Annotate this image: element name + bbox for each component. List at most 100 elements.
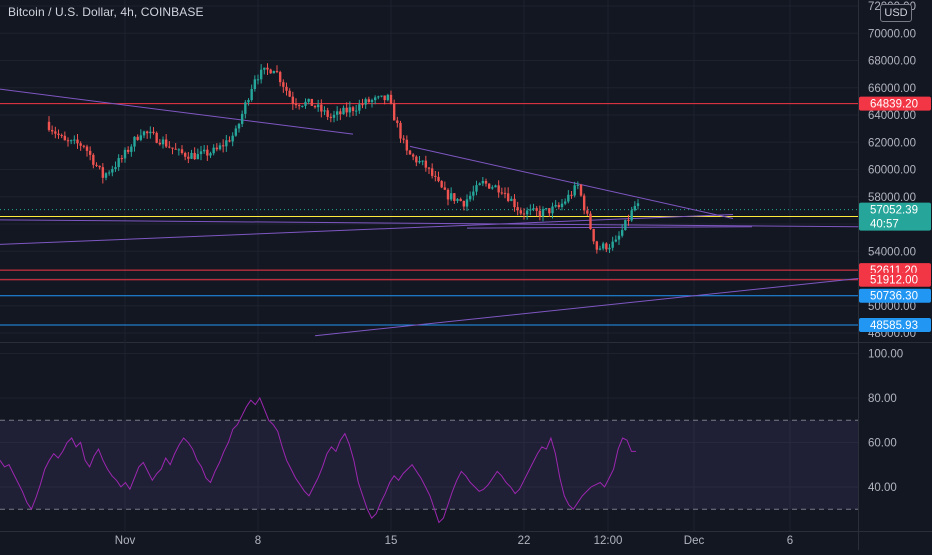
candle-up [478,183,481,186]
candle-up [468,195,472,200]
candle-down [164,139,168,147]
candle-up [608,247,611,250]
candle-down [434,175,437,177]
candle-up [114,167,117,170]
candle-down [187,156,190,159]
candle-down [453,193,456,201]
candle-up [225,140,228,147]
candle-down [484,180,488,184]
candle-up [472,191,475,196]
candle-down [361,104,364,106]
candle-up [231,135,234,142]
candle-up [373,97,377,101]
candle-down [326,110,329,117]
candle-up [332,114,336,118]
candle-down [174,148,177,150]
candle-up [272,71,276,74]
candle-down [221,145,225,147]
candle-down [570,194,573,196]
candle-down [155,132,158,143]
candle-down [503,192,507,194]
candle-down [180,149,184,153]
price-level-tag-bg [859,272,931,287]
candle-down [446,189,450,200]
candle-down [54,131,57,134]
candle-up [449,193,453,200]
candle-down [297,105,301,107]
rsi-tick-label: 60.00 [868,437,897,449]
candle-up [240,113,244,124]
trendlines [0,88,859,337]
candle-up [256,79,260,81]
candle-down [88,150,92,155]
candle-up [491,187,494,189]
candle-down [516,207,519,211]
candle-down [66,140,70,142]
candle-up [510,198,513,201]
candle-up [386,94,390,101]
candle-up [139,135,143,140]
candle-up [529,209,532,211]
candle-up [636,203,640,206]
candle-down [320,104,323,112]
rsi-pane-bg [0,345,858,531]
price-tick-label: 54000.00 [868,246,916,258]
candle-down [500,192,504,194]
candle-down [424,160,428,168]
candle-up [117,158,120,168]
candle-down [193,152,196,160]
candle-up [544,208,548,210]
candle-down [288,90,291,97]
candle-up [624,219,627,231]
candle-up [69,140,73,142]
price-axis: 72000.0070000.0068000.0066000.0064000.00… [868,1,916,340]
candle-down [98,165,101,168]
price-tick-label: 64000.00 [868,110,916,122]
candle-up [130,146,133,152]
currency-badge[interactable]: USD [880,4,912,22]
candle-up [161,139,165,145]
candle-up [465,199,469,207]
candle-up [196,154,200,160]
candle-down [383,95,386,101]
candle-down [120,158,124,160]
price-level-tag: 50736.30 [870,291,918,303]
candle-up [551,206,554,214]
price-tick-label: 66000.00 [868,83,916,95]
candle-down [278,71,282,83]
candle-down [339,111,342,115]
candle-down [405,139,409,151]
trendline [0,213,734,245]
candle-up [190,152,193,159]
price-tick-label: 60000.00 [868,165,916,177]
price-labels: 64839.2052611.2051912.0050736.3048585.93… [859,96,931,333]
candle-up [418,160,421,163]
rsi-tick-label: 80.00 [868,393,897,405]
candle-up [481,180,485,184]
candle-up [107,172,111,174]
candle-up [598,248,602,250]
candle-up [576,184,580,186]
candle-up [573,185,576,196]
candle-down [126,149,130,152]
candle-down [462,201,466,207]
candle-up [199,151,203,155]
candle-up [177,149,181,151]
candle-down [399,122,402,139]
candle-up [560,203,564,208]
candle-up [234,128,238,136]
candle-up [532,208,535,210]
time-tick-label: Dec [684,535,705,547]
candle-up [620,230,624,236]
candle-up [212,147,215,154]
price-level-tag: 51912.00 [870,275,918,287]
candle-down [145,131,149,134]
price-tick-label: 68000.00 [868,56,916,68]
candle-up [563,201,567,204]
candle-down [402,138,405,140]
candle-down [57,133,60,136]
candle-up [123,149,127,159]
candle-down [60,135,63,137]
